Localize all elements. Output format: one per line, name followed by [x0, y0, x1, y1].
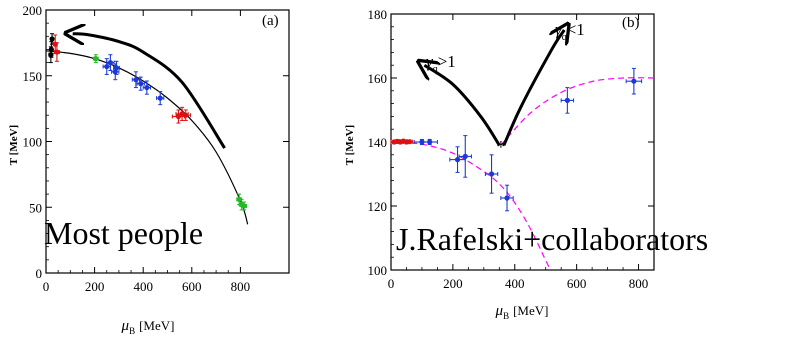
panel-b-dashed-curve-right [500, 77, 655, 146]
panel-a-fit-curve-line [45, 50, 249, 225]
panel-a-data-point [142, 80, 151, 95]
panel-a-arrow-line [73, 34, 226, 149]
panel-b-data-point [625, 67, 643, 95]
panel-a-data-point [54, 42, 60, 62]
panel-a-data-points [48, 33, 247, 211]
panel-a-marker [104, 63, 110, 70]
panel-a-data-point [48, 46, 54, 64]
panel-a-marker [48, 52, 54, 58]
panel-a-data-point [136, 76, 145, 91]
panel-a-marker [144, 84, 150, 91]
panel-a-marker [157, 95, 163, 101]
panel-a-data-point [92, 54, 99, 64]
panel-a-marker [93, 56, 99, 62]
panel-b-data-point [560, 87, 575, 114]
panel-a-y-tick-label: 150 [23, 69, 43, 84]
panel-a-fit-curve [45, 50, 249, 225]
panel-a-x-axis-label: μB [MeV] [121, 318, 175, 336]
panel-a-data-point [49, 33, 55, 45]
panel-b-x-axis-label-main: μ [495, 303, 504, 319]
panel-a-x-tick-label: 0 [43, 279, 50, 294]
panel-a-x-axis-label-main: μ [121, 318, 130, 334]
panel-a-arrow [73, 34, 226, 149]
panel-a-y-axis-label: T [MeV] [8, 125, 20, 165]
panel-a-y-tick-label: 0 [36, 266, 43, 281]
panel-b-x-tick-label: 400 [505, 276, 525, 291]
panel-a-x-axis-label-unit: [MeV] [139, 318, 174, 333]
panel-b-x-tick-label: 800 [629, 276, 649, 291]
panel-a-marker [113, 65, 120, 71]
panel-a-label: (a) [262, 13, 279, 29]
panel-a-marker [107, 60, 113, 66]
panel-a-ticks: 0 200 400 600 800 0 50 100 150 200 [23, 3, 289, 294]
panel-b-arrows [424, 30, 564, 147]
panel-b-dashed-curve-left [390, 141, 551, 271]
panel-b-marker [504, 195, 510, 201]
panel-b-marker [564, 97, 570, 103]
panel-b-overlay-text: J.Rafelski+collaborators [396, 221, 708, 257]
panel-b-marker [631, 78, 637, 84]
panel-b-y-tick-label: 180 [368, 7, 388, 22]
panel-b-data-point [484, 154, 499, 194]
panel-a-marker [54, 49, 60, 55]
panel-a-marker [236, 196, 242, 202]
panel-b-y-tick-label: 160 [368, 71, 388, 86]
panel-a-y-tick-label: 50 [29, 200, 42, 215]
panel-a-x-tick-label: 200 [85, 279, 105, 294]
panel-a-chart: 0 200 400 600 800 0 50 100 150 200 (a) T [MeV] μB… [8, 3, 290, 336]
panel-b-annotation-gamma-lt-1: γq<1 [555, 20, 585, 43]
panel-a-data-point [113, 60, 120, 75]
panel-b-y-tick-label: 140 [368, 135, 388, 150]
panel-a-frame [45, 9, 290, 274]
panel-a-data-point [171, 109, 186, 124]
panel-b-chart: 0 200 400 600 800 100 120 140 160 180 (b) T [MeV]… [344, 7, 708, 321]
panel-a-data-point [241, 201, 247, 211]
panel-b-data-point [421, 138, 438, 146]
panel-b-arrow-line [424, 65, 501, 147]
panel-a-overlay-text: Most people [44, 215, 203, 251]
panel-b-x-tick-label: 0 [388, 276, 395, 291]
panel-b-data-point [449, 146, 466, 173]
panel-b-data-point [405, 139, 414, 145]
panel-b-data-point [500, 184, 514, 212]
panel-a-marker [133, 77, 139, 83]
panel-b-data-point [458, 135, 472, 178]
panel-b-marker [462, 153, 468, 159]
panel-a-x-tick-label: 600 [182, 279, 202, 294]
panel-a-x-tick-label: 800 [231, 279, 251, 294]
panel-b-y-axis-label: T [MeV] [344, 125, 356, 165]
panel-b-y-tick-label: 100 [368, 263, 388, 278]
panel-b-marker [427, 139, 433, 145]
panel-b-x-tick-label: 200 [443, 276, 463, 291]
panel-b-x-tick-label: 600 [567, 276, 587, 291]
panel-a-marker [49, 36, 55, 42]
panel-a-data-point [131, 71, 141, 89]
panel-a-y-tick-label: 100 [23, 135, 43, 150]
panel-a-marker [138, 81, 144, 87]
panel-b-x-axis-label-sub: B [503, 311, 509, 321]
panel-b-marker [406, 139, 413, 145]
panel-a-data-point [156, 91, 165, 106]
panel-a-marker [241, 203, 247, 209]
panel-b-x-axis-label: μB [MeV] [495, 303, 549, 321]
panel-a-data-point [180, 109, 192, 121]
panel-b-data-points [390, 67, 643, 212]
panel-a-x-axis-label-sub: B [129, 326, 135, 336]
panel-a-x-tick-label: 400 [133, 279, 153, 294]
panel-b-label: (b) [622, 15, 640, 31]
panel-b-x-axis-label-unit: [MeV] [513, 303, 548, 318]
panel-b-marker [488, 171, 495, 177]
panel-b-ticks: 0 200 400 600 800 100 120 140 160 180 [368, 7, 654, 291]
panel-b-annotation-gamma-gt-1: γq>1 [426, 52, 456, 75]
panel-a-marker [175, 113, 182, 120]
panel-b-arrow-line [502, 30, 564, 146]
panel-a-marker [183, 112, 189, 118]
panel-b-critical-point: * [496, 137, 505, 157]
panel-a-y-tick-label: 200 [23, 3, 43, 18]
panel-b-y-tick-label: 120 [368, 199, 388, 214]
panel-b-dashed-curves [390, 77, 655, 271]
